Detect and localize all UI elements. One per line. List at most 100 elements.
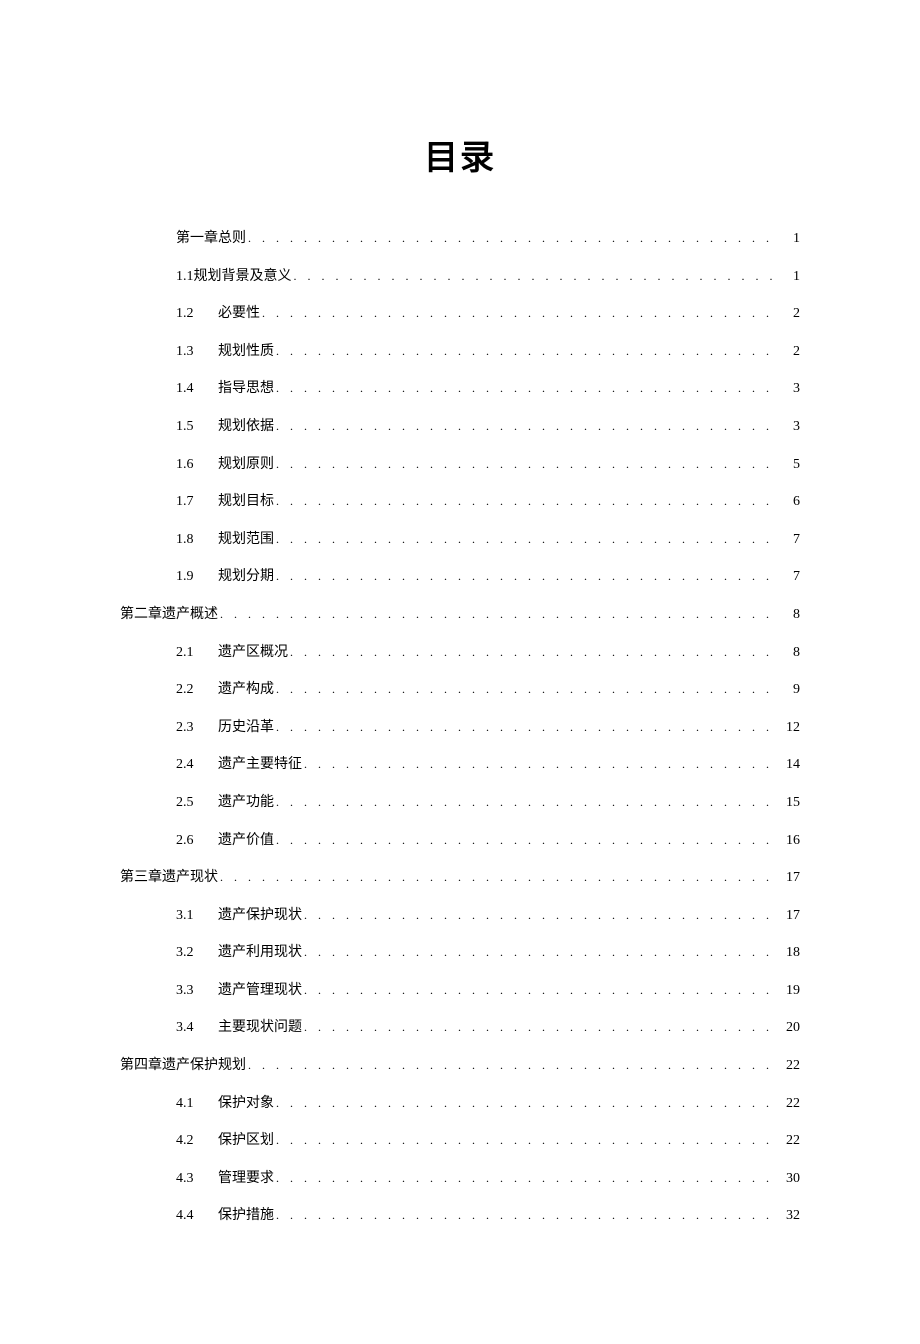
toc-entry-title: 1.1规划背景及意义 (176, 267, 292, 287)
toc-entry-number: 4.3 (176, 1169, 206, 1189)
toc-entry: 1.2 必要性 2 (120, 304, 800, 324)
toc-entry-title: 保护对象 (218, 1094, 274, 1114)
toc-entry-title: 规划目标 (218, 492, 274, 512)
toc-leader-dots (276, 531, 778, 548)
toc-entry-page: 7 (780, 567, 800, 587)
toc-entry-title: 保护措施 (218, 1206, 274, 1226)
toc-leader-dots (276, 418, 778, 435)
toc-entry-page: 17 (780, 906, 800, 926)
toc-entry-number: 3.2 (176, 943, 206, 963)
toc-entry-page: 7 (780, 530, 800, 550)
toc-leader-dots (248, 1057, 778, 1074)
toc-entry-title: 遗产管理现状 (218, 981, 302, 1001)
toc-entry: 1.1规划背景及意义 1 (120, 267, 800, 287)
toc-leader-dots (220, 606, 778, 623)
toc-leader-dots (276, 568, 778, 585)
toc-entry-title: 必要性 (218, 304, 260, 324)
toc-entry-number: 2.6 (176, 831, 206, 851)
toc-entry-number: 1.5 (176, 417, 206, 437)
toc-entry: 4.3 管理要求 30 (120, 1169, 800, 1189)
toc-entry: 2.6 遗产价值 16 (120, 831, 800, 851)
toc-entry: 第一章总则1 (120, 229, 800, 249)
toc-entry: 4.4保护措施32 (120, 1206, 800, 1226)
toc-entry-number: 4.4 (176, 1206, 206, 1226)
toc-leader-dots (276, 719, 778, 736)
toc-entry: 2.5遗产功能15 (120, 793, 800, 813)
toc-entry-title: 遗产价值 (218, 831, 274, 851)
toc-leader-dots (294, 268, 779, 285)
toc-entry-title: 管理要求 (218, 1169, 274, 1189)
toc-entry-number: 1.6 (176, 455, 206, 475)
toc-entry-title: 遗产保护现状 (218, 906, 302, 926)
document-page: 目录 第一章总则1 1.1规划背景及意义 1 1.2 必要性 2 1.3 规划性质 2 1.4 指导… (0, 0, 920, 1344)
toc-entry-title: 遗产区概况 (218, 643, 288, 663)
toc-leader-dots (290, 644, 778, 661)
toc-entry: 4.2保护区划22 (120, 1131, 800, 1151)
toc-entry-title: 历史沿革 (218, 718, 274, 738)
toc-leader-dots (276, 1095, 778, 1112)
toc-entry-number: 3.1 (176, 906, 206, 926)
toc-entry: 1.8 规划范围 7 (120, 530, 800, 550)
toc-entry-number: 4.2 (176, 1131, 206, 1151)
toc-entry-number: 1.7 (176, 492, 206, 512)
toc-leader-dots (276, 681, 778, 698)
toc-entry-number: 1.2 (176, 304, 206, 324)
toc-entry: 2.1遗产区概况8 (120, 643, 800, 663)
toc-entry-title: 指导思想 (218, 379, 274, 399)
toc-entry-title: 规划原则 (218, 455, 274, 475)
toc-entry-number: 3.3 (176, 981, 206, 1001)
toc-entry: 2.2遗产构成9 (120, 680, 800, 700)
toc-entry-page: 1 (780, 267, 800, 287)
toc-entry: 3.2遗产利用现状18 (120, 943, 800, 963)
toc-leader-dots (304, 756, 778, 773)
toc-entry-page: 30 (780, 1169, 800, 1189)
toc-entry: 1.7 规划目标 6 (120, 492, 800, 512)
toc-entry-title: 主要现状问题 (218, 1018, 302, 1038)
toc-entry-page: 22 (780, 1131, 800, 1151)
toc-entry-number: 2.2 (176, 680, 206, 700)
toc-leader-dots (262, 305, 778, 322)
toc-entry-title: 规划范围 (218, 530, 274, 550)
toc-leader-dots (304, 982, 778, 999)
toc-leader-dots (248, 230, 778, 247)
toc-entry-page: 18 (780, 943, 800, 963)
toc-entry-title: 遗产主要特征 (218, 755, 302, 775)
toc-entry-page: 16 (780, 831, 800, 851)
toc-entry-number: 1.9 (176, 567, 206, 587)
toc-entry-page: 15 (780, 793, 800, 813)
toc-entry-title: 第三章遗产现状 (120, 868, 218, 888)
toc-entry: 2.4 遗产主要特征 14 (120, 755, 800, 775)
toc-leader-dots (304, 1019, 778, 1036)
toc-entry: 1.5 规划依据 3 (120, 417, 800, 437)
toc-leader-dots (304, 907, 778, 924)
toc-entry-title: 第四章遗产保护规划 (120, 1056, 246, 1076)
toc-entry-page: 22 (780, 1056, 800, 1076)
toc-entry-number: 2.1 (176, 643, 206, 663)
toc-entry: 1.6规划原则5 (120, 455, 800, 475)
toc-entry-page: 17 (780, 868, 800, 888)
toc-entry-number: 1.3 (176, 342, 206, 362)
toc-entry-title: 规划分期 (218, 567, 274, 587)
toc-leader-dots (276, 493, 778, 510)
toc-entry-page: 3 (780, 417, 800, 437)
toc-entry-title: 第二章遗产概述 (120, 605, 218, 625)
toc-entry-page: 6 (780, 492, 800, 512)
toc-entry-number: 1.4 (176, 379, 206, 399)
toc-entry-page: 14 (780, 755, 800, 775)
toc-entry-title: 规划性质 (218, 342, 274, 362)
toc-entry-number: 4.1 (176, 1094, 206, 1114)
toc-entry-number: 1.8 (176, 530, 206, 550)
toc-entry-title: 规划依据 (218, 417, 274, 437)
toc-entry-number: 3.4 (176, 1018, 206, 1038)
toc-leader-dots (220, 869, 778, 886)
toc-entry-page: 22 (780, 1094, 800, 1114)
toc-entry-page: 2 (780, 304, 800, 324)
toc-entry-page: 3 (780, 379, 800, 399)
toc-entry-page: 20 (780, 1018, 800, 1038)
toc-entry-number: 2.3 (176, 718, 206, 738)
toc-entry-number: 2.4 (176, 755, 206, 775)
toc-title: 目录 (120, 130, 800, 179)
toc-leader-dots (276, 832, 778, 849)
toc-leader-dots (276, 794, 778, 811)
toc-entry: 1.9 规划分期 7 (120, 567, 800, 587)
